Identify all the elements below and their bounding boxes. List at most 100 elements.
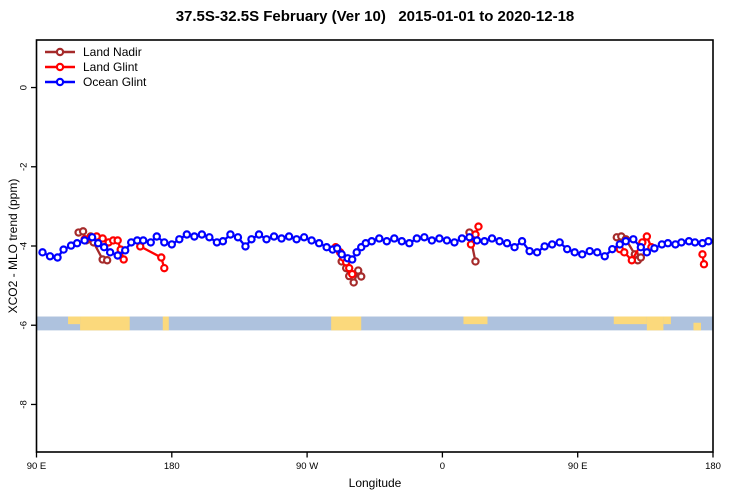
data-point-ocean-glint: [105, 248, 115, 257]
data-point-ocean-glint: [578, 250, 587, 259]
x-tick-label: 90 E: [568, 461, 588, 472]
y-tick-label: -2: [19, 163, 30, 171]
data-point-ocean-glint: [45, 252, 55, 261]
data-point-ocean-glint: [465, 233, 474, 242]
data-point-ocean-glint: [254, 230, 264, 239]
data-point-land-glint: [627, 256, 637, 265]
data-point-ocean-glint: [299, 233, 309, 242]
data-point-ocean-glint: [525, 246, 534, 256]
data-point-ocean-glint: [182, 230, 192, 239]
y-tick-label: -8: [19, 400, 30, 408]
legend: Land Nadir Land Glint Ocean Glint: [44, 45, 146, 90]
data-point-ocean-glint: [517, 237, 527, 246]
legend-circle-icon: [55, 62, 65, 72]
data-point-ocean-glint: [332, 244, 342, 253]
legend-item-label: Land Nadir: [83, 45, 142, 59]
data-point-land-nadir: [471, 257, 480, 266]
data-point-ocean-glint: [337, 250, 346, 259]
map-strip-land-patch: [693, 322, 701, 331]
map-strip-land-patch: [80, 316, 130, 331]
x-axis-title: Longitude: [348, 476, 402, 490]
x-tick-label: 90 W: [296, 461, 318, 472]
chart-title: 37.5S-32.5S February (Ver 10) 2015-01-01…: [175, 8, 575, 25]
x-tick-label: 180: [164, 461, 180, 472]
data-point-ocean-glint: [307, 236, 316, 245]
y-tick-label: -4: [19, 242, 30, 250]
data-point-land-nadir: [78, 227, 88, 236]
data-point-land-glint: [620, 248, 629, 257]
data-point-ocean-glint: [80, 236, 89, 245]
data-point-ocean-glint: [608, 244, 617, 254]
x-tick-label: 180: [705, 461, 721, 472]
data-point-ocean-glint: [442, 236, 452, 245]
data-point-land-glint: [474, 222, 483, 231]
legend-item-label: Land Glint: [83, 60, 138, 74]
data-point-ocean-glint: [139, 236, 148, 245]
legend-item: Land Glint: [44, 60, 146, 74]
data-point-ocean-glint: [642, 248, 652, 257]
data-point-ocean-glint: [352, 248, 361, 257]
data-point-ocean-glint: [593, 248, 602, 257]
data-point-ocean-glint: [53, 253, 62, 262]
x-tick-label: 90 E: [27, 461, 47, 472]
data-point-ocean-glint: [247, 235, 256, 244]
data-point-ocean-glint: [99, 242, 109, 252]
data-point-ocean-glint: [113, 251, 122, 260]
data-point-ocean-glint: [480, 237, 489, 246]
legend-marker-icon: [45, 62, 75, 72]
data-point-land-nadir: [636, 253, 646, 262]
data-point-ocean-glint: [120, 246, 130, 255]
data-point-ocean-glint: [190, 232, 199, 241]
data-point-ocean-glint: [233, 233, 243, 242]
data-point-land-glint: [98, 234, 107, 243]
data-point-ocean-glint: [277, 234, 286, 243]
map-strip-land-patch: [162, 316, 169, 331]
data-point-ocean-glint: [677, 238, 686, 247]
legend-circle-icon: [55, 77, 65, 87]
data-point-land-nadir: [349, 278, 358, 287]
data-point-ocean-glint: [555, 238, 564, 247]
data-point-land-glint: [113, 236, 122, 245]
data-point-land-glint: [466, 240, 476, 249]
data-point-ocean-glint: [570, 248, 579, 257]
data-point-ocean-glint: [314, 239, 324, 248]
data-point-ocean-glint: [629, 235, 638, 244]
data-point-ocean-glint: [397, 237, 407, 246]
data-point-ocean-glint: [367, 237, 376, 246]
data-point-ocean-glint: [585, 246, 594, 256]
data-point-ocean-glint: [690, 238, 700, 247]
data-point-ocean-glint: [457, 234, 467, 243]
data-point-ocean-glint: [241, 242, 250, 251]
data-point-ocean-glint: [292, 235, 301, 244]
data-point-ocean-glint: [59, 245, 68, 254]
data-point-land-glint: [698, 250, 707, 259]
y-axis-title: XCO2 - MLO trend (ppm): [6, 178, 20, 314]
data-point-ocean-glint: [532, 248, 542, 257]
data-point-ocean-glint: [382, 237, 391, 246]
data-point-ocean-glint: [205, 233, 214, 242]
data-point-ocean-glint: [450, 238, 459, 247]
map-strip-land-patch: [463, 316, 488, 325]
map-strip-land-patch: [331, 316, 362, 331]
data-point-ocean-glint: [435, 234, 444, 243]
data-point-land-glint: [348, 269, 357, 279]
data-point-ocean-glint: [650, 244, 659, 253]
data-point-ocean-glint: [87, 233, 97, 242]
map-strip-land-patch: [68, 316, 81, 325]
data-point-ocean-glint: [547, 240, 557, 249]
data-point-ocean-glint: [269, 232, 279, 241]
legend-circle-icon: [55, 47, 65, 57]
data-point-ocean-glint: [93, 239, 103, 248]
legend-marker-icon: [45, 47, 75, 57]
x-tick-label: 0: [440, 461, 445, 472]
data-point-ocean-glint: [420, 233, 429, 242]
data-point-land-glint: [157, 253, 166, 262]
data-point-ocean-glint: [487, 234, 497, 243]
data-point-land-glint: [119, 255, 128, 264]
data-point-ocean-glint: [412, 234, 422, 243]
data-point-ocean-glint: [152, 232, 161, 241]
data-point-ocean-glint: [146, 238, 155, 247]
data-point-ocean-glint: [348, 255, 357, 264]
